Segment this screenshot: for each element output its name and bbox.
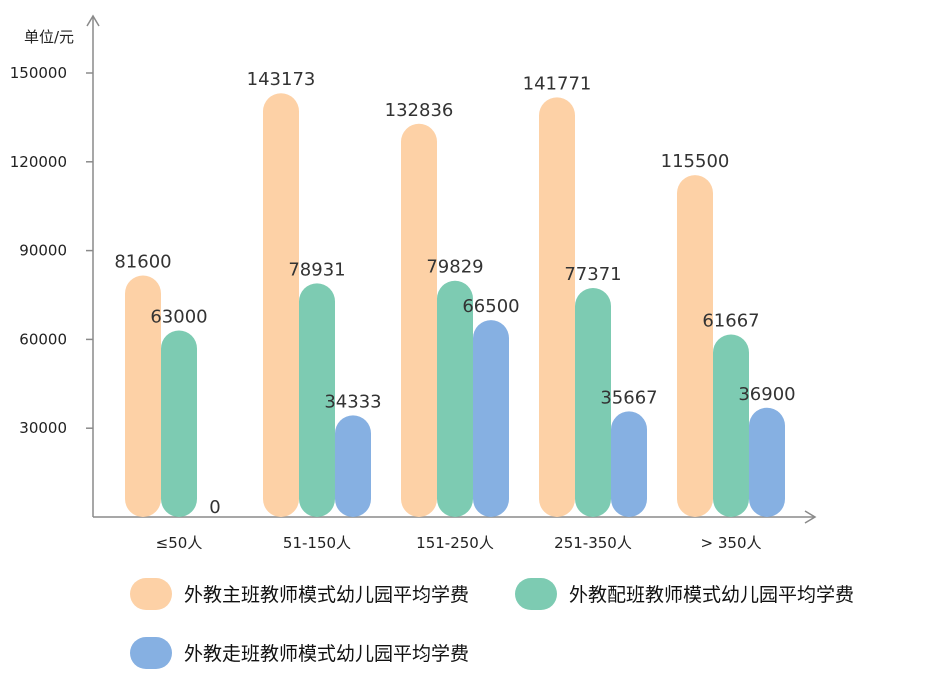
bar bbox=[713, 334, 749, 517]
bars bbox=[125, 93, 785, 517]
category-label: ≤50人 bbox=[156, 534, 203, 552]
category-labels: ≤50人 51-150人 151-250人 251-350人 > 350人 bbox=[156, 534, 762, 552]
category-label: 51-150人 bbox=[283, 534, 351, 552]
data-label: 61667 bbox=[702, 310, 759, 331]
category-label: 251-350人 bbox=[554, 534, 632, 552]
data-label: 0 bbox=[209, 497, 220, 518]
data-label: 141771 bbox=[523, 73, 592, 94]
bar bbox=[437, 280, 473, 517]
data-label: 36900 bbox=[738, 384, 795, 405]
bar bbox=[611, 411, 647, 517]
bar bbox=[299, 283, 335, 517]
legend-swatch bbox=[130, 637, 172, 669]
y-ticks: 30000 60000 90000 120000 150000 bbox=[10, 64, 93, 437]
data-label: 63000 bbox=[150, 307, 207, 328]
legend-swatch bbox=[130, 578, 172, 610]
category-label: 151-250人 bbox=[416, 534, 494, 552]
legend-label: 外教走班教师模式幼儿园平均学费 bbox=[184, 643, 469, 665]
bar bbox=[161, 330, 197, 517]
data-label: 81600 bbox=[114, 251, 171, 272]
y-axis-arrow bbox=[86, 14, 100, 27]
y-tick-label: 120000 bbox=[10, 153, 67, 171]
bar bbox=[263, 93, 299, 517]
data-label: 115500 bbox=[661, 151, 730, 172]
bar bbox=[677, 175, 713, 517]
data-label: 143173 bbox=[247, 69, 316, 90]
x-axis-arrow bbox=[804, 510, 817, 524]
data-label: 35667 bbox=[600, 387, 657, 408]
y-tick-label: 30000 bbox=[19, 419, 67, 437]
bar bbox=[749, 407, 785, 517]
data-label: 34333 bbox=[324, 391, 381, 412]
data-label: 132836 bbox=[385, 100, 454, 121]
data-label: 66500 bbox=[462, 296, 519, 317]
bar bbox=[539, 97, 575, 517]
y-axis-unit-label: 单位/元 bbox=[24, 28, 74, 46]
bar bbox=[335, 415, 371, 517]
bar bbox=[473, 320, 509, 517]
bar bbox=[125, 275, 161, 517]
data-label: 77371 bbox=[564, 264, 621, 285]
y-tick-label: 150000 bbox=[10, 64, 67, 82]
category-label: > 350人 bbox=[701, 534, 762, 552]
bar bbox=[575, 287, 611, 517]
y-tick-label: 90000 bbox=[19, 242, 67, 260]
data-label: 79829 bbox=[426, 257, 483, 278]
axes: 单位/元 bbox=[24, 14, 817, 524]
data-labels: 81600 63000 0 143173 78931 34333 132836 79829 66… bbox=[114, 69, 795, 518]
y-tick-label: 60000 bbox=[19, 330, 67, 348]
legend-swatch bbox=[515, 578, 557, 610]
legend-label: 外教主班教师模式幼儿园平均学费 bbox=[184, 584, 469, 606]
legend: 外教主班教师模式幼儿园平均学费 外教配班教师模式幼儿园平均学费外教走班教师模式幼儿… bbox=[130, 578, 854, 669]
bar bbox=[401, 123, 437, 517]
data-label: 78931 bbox=[288, 259, 345, 280]
legend-label: 外教配班教师模式幼儿园平均学费 bbox=[569, 584, 854, 606]
